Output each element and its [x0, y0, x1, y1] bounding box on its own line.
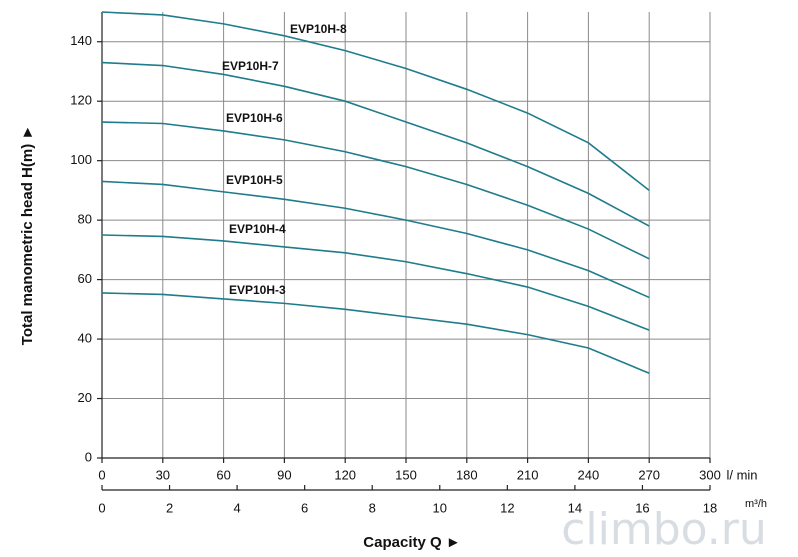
x2-tick-label: 0: [98, 500, 105, 515]
x2-tick-label: 14: [568, 500, 582, 515]
x-tick-label: 270: [638, 467, 660, 482]
series-label: EVP10H-7: [222, 59, 279, 73]
curve: [101, 61, 650, 227]
x-tick-label: 120: [334, 467, 356, 482]
series-label: EVP10H-6: [226, 111, 283, 125]
x2-tick-label: 10: [433, 500, 447, 515]
y-tick-label: 40: [78, 331, 92, 346]
series-label: EVP10H-8: [290, 22, 347, 36]
x2-tick-label: 18: [703, 500, 717, 515]
x2-tick-label: 6: [301, 500, 308, 515]
watermark: climbo.ru: [561, 504, 767, 555]
curve: [101, 292, 650, 374]
x2-tick-label: 2: [166, 500, 173, 515]
x2-unit: m³/h: [745, 498, 767, 510]
x-tick-label: 300: [699, 467, 721, 482]
series-label: EVP10H-3: [229, 283, 286, 297]
x-tick-label: 180: [456, 467, 478, 482]
y-tick-label: 120: [70, 93, 92, 108]
y-axis-label: Total manometric head H(m) ►: [19, 125, 36, 345]
x-tick-label: 90: [277, 467, 291, 482]
x-tick-label: 30: [156, 467, 170, 482]
curve: [101, 180, 650, 299]
curve: [101, 234, 650, 331]
x-tick-label: 210: [517, 467, 539, 482]
x-unit: l/ min: [726, 467, 757, 482]
x2-tick-label: 8: [369, 500, 376, 515]
series-label: EVP10H-5: [226, 173, 283, 187]
y-tick-label: 20: [78, 390, 92, 405]
x2-tick-label: 4: [233, 500, 240, 515]
x-axis-label: Capacity Q ►: [363, 534, 460, 551]
y-tick-label: 80: [78, 212, 92, 227]
x-tick-label: 150: [395, 467, 417, 482]
y-tick-label: 60: [78, 271, 92, 286]
x2-tick-label: 12: [500, 500, 514, 515]
series-label: EVP10H-4: [229, 222, 286, 236]
y-tick-label: 100: [70, 152, 92, 167]
y-tick-label: 140: [70, 33, 92, 48]
x-tick-label: 0: [98, 467, 105, 482]
x2-tick-label: 16: [635, 500, 649, 515]
x-tick-label: 240: [578, 467, 600, 482]
x-tick-label: 60: [216, 467, 230, 482]
curve: [101, 121, 650, 260]
y-tick-label: 0: [85, 449, 92, 464]
curve: [101, 11, 650, 192]
